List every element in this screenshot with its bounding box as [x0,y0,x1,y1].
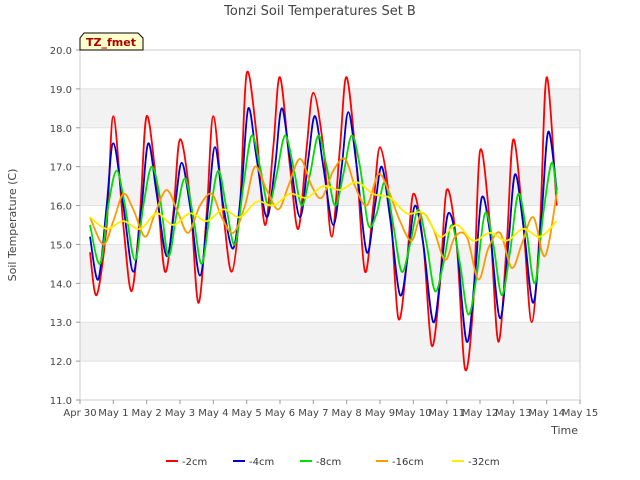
legend-label: -32cm [468,457,500,468]
x-tick-label: May 15 [562,408,599,419]
y-tick-label: 11.0 [50,396,72,407]
x-axis-ticks: Apr 30 May 1 May 2 May 3 May 4 May 5 May 6 May … [63,400,598,419]
y-tick-label: 20.0 [50,46,72,57]
series-lines [89,70,558,372]
x-axis-label: Time [550,424,578,437]
legend-label: -16cm [392,457,424,468]
y-tick-label: 19.0 [50,85,72,96]
x-tick-label: Apr 30 [63,408,96,419]
chart-title: Tonzi Soil Temperatures Set B [223,4,416,19]
series-line--32cm [89,181,558,242]
annotation-box: TZ_fmet [79,32,144,51]
x-tick-label: May 4 [198,408,228,419]
y-tick-label: 16.0 [50,202,72,213]
grid-band [80,88,580,128]
x-tick-label: May 11 [428,408,465,419]
y-tick-label: 18.0 [50,124,72,135]
x-tick-label: May 8 [332,408,362,419]
x-tick-label: May 10 [395,408,432,419]
y-tick-label: 14.0 [50,279,72,290]
grid-band [80,322,580,362]
x-tick-label: May 5 [232,408,262,419]
x-tick-label: May 12 [462,408,499,419]
x-tick-label: May 9 [365,408,395,419]
x-tick-label: May 3 [165,408,195,419]
y-tick-label: 15.0 [50,240,72,251]
plot-area [79,49,581,401]
series-line--16cm [89,157,558,281]
x-tick-label: May 1 [98,408,128,419]
y-tick-label: 17.0 [50,163,72,174]
grid-band [80,127,580,167]
legend-label: -8cm [316,457,341,468]
annotation-label: TZ_fmet [86,36,136,49]
y-tick-label: 13.0 [50,318,72,329]
legend: -2cm -4cm -8cm -16cm -32cm [166,457,500,468]
x-tick-label: May 6 [265,408,295,419]
x-tick-label: May 13 [495,408,532,419]
x-tick-label: May 2 [132,408,162,419]
grid-band [80,361,580,400]
y-tick-label: 12.0 [50,357,72,368]
grid-band [80,50,580,89]
y-axis-label: Soil Temperature (C) [6,169,19,282]
x-tick-label: May 14 [528,408,565,419]
legend-label: -2cm [182,457,207,468]
x-tick-label: May 7 [298,408,328,419]
legend-label: -4cm [249,457,274,468]
series-line--8cm [89,134,558,316]
y-axis-ticks: 11.0 12.0 13.0 14.0 15.0 16.0 17.0 18.0 19.0 20.0 [50,46,80,407]
